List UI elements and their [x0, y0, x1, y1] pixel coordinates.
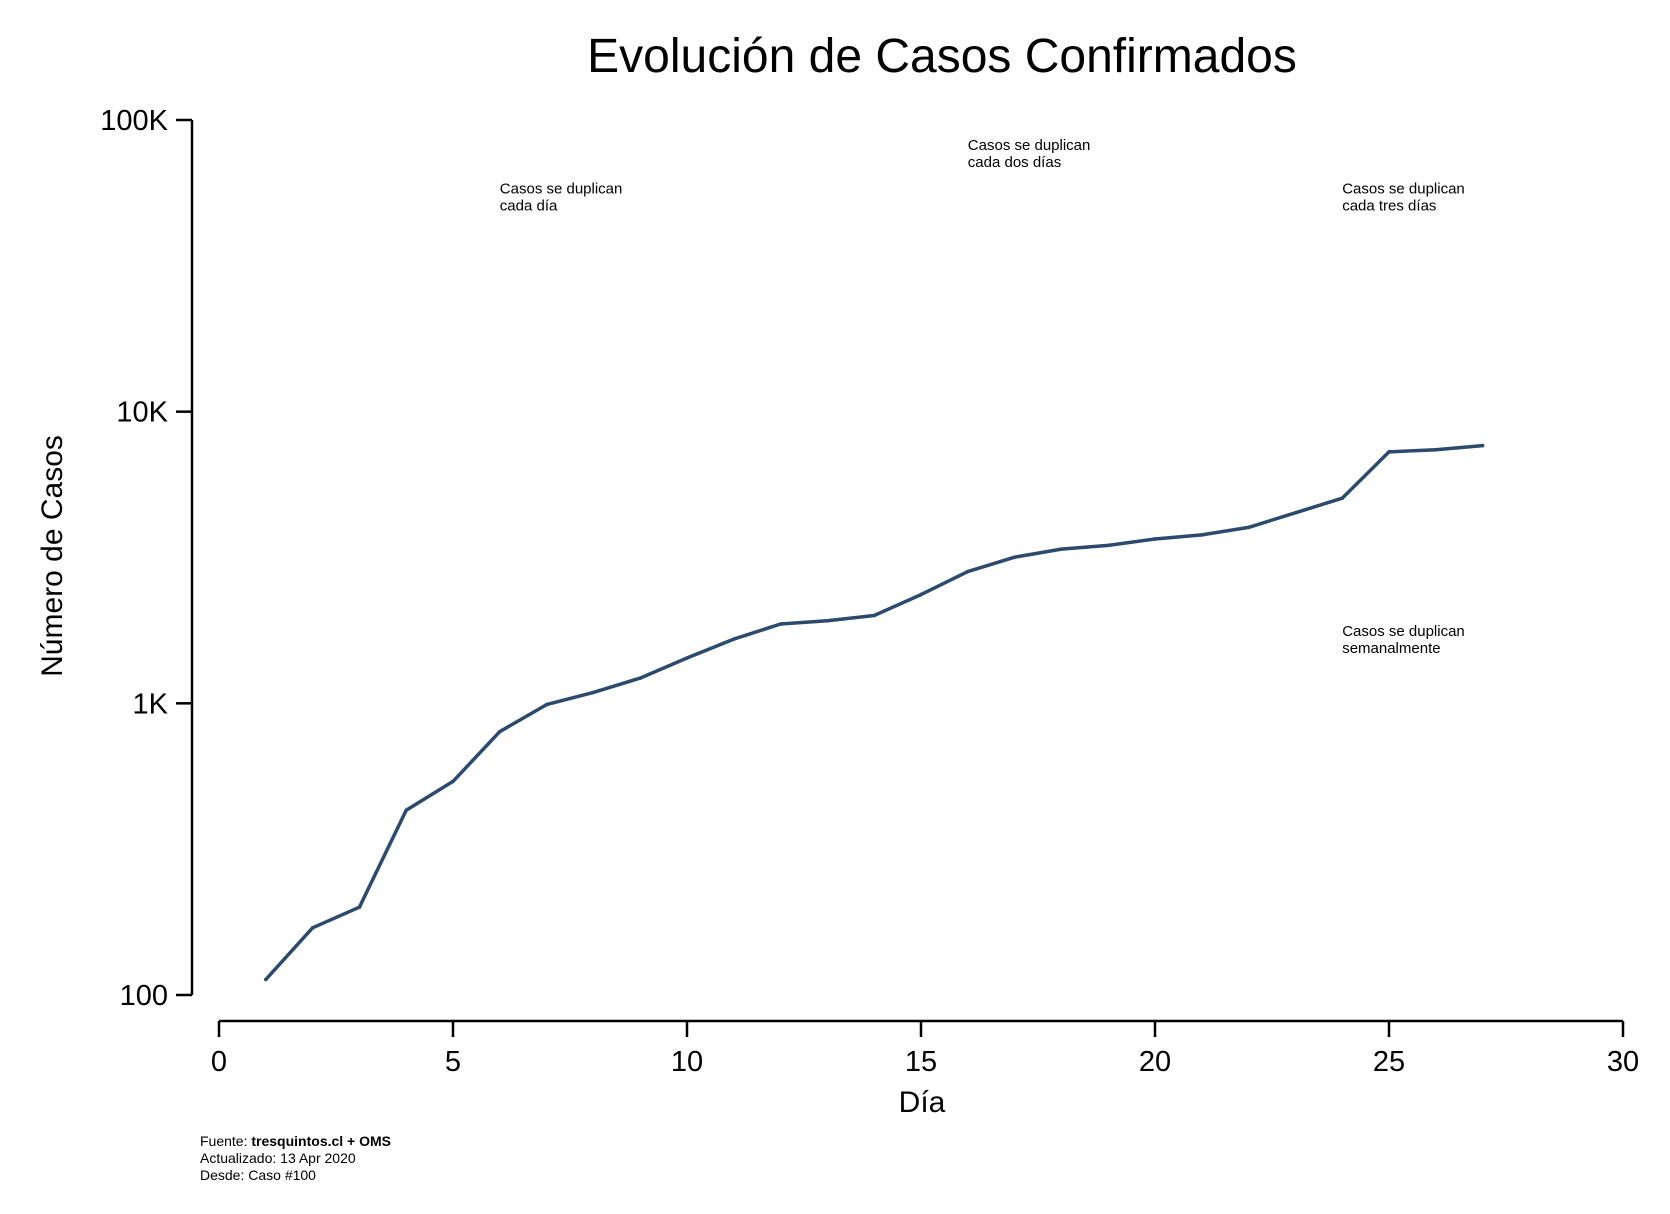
- annotation-line: cada día: [500, 197, 558, 214]
- data-point: [825, 618, 830, 623]
- annotation-line: cada tres días: [1342, 197, 1436, 214]
- annotation-line: semanalmente: [1342, 640, 1440, 657]
- data-point: [966, 569, 970, 574]
- x-tick-label: 10: [671, 1046, 703, 1078]
- data-point: [1293, 511, 1298, 515]
- data-point: [498, 729, 502, 734]
- data-point: [310, 925, 315, 930]
- data-point: [1106, 543, 1110, 548]
- annotation-line: Casos se duplican: [1342, 180, 1465, 197]
- x-tick-label: 0: [211, 1046, 227, 1078]
- x-tick-label: 5: [445, 1046, 461, 1078]
- footer-source: Fuente: tresquintos.cl + OMS: [200, 1133, 391, 1150]
- data-point: [1059, 547, 1064, 551]
- y-tick-label: 100: [120, 980, 168, 1012]
- data-point: [732, 637, 736, 641]
- data-point: [1200, 533, 1204, 537]
- annotation-line: Casos se duplican: [968, 137, 1091, 154]
- data-point: [1434, 448, 1438, 452]
- y-axis-title: Número de Casos: [36, 435, 69, 677]
- data-point: [1480, 443, 1485, 448]
- annotation-line: Casos se duplican: [500, 180, 623, 197]
- data-point: [451, 779, 455, 784]
- data-point: [685, 656, 689, 660]
- data-point: [544, 702, 549, 707]
- annotation: Casos se duplican cada tres días: [1342, 180, 1465, 214]
- x-axis: 0 5 10 15 20 25 30: [211, 1019, 1639, 1078]
- x-tick-label: 30: [1607, 1046, 1639, 1078]
- data-point: [1246, 525, 1251, 530]
- footer-updated: Actualizado: 13 Apr 2020: [200, 1150, 356, 1166]
- annotation-line: Casos se duplican: [1342, 623, 1465, 640]
- series-layer: [264, 443, 1485, 982]
- footer: Fuente: tresquintos.cl + OMS Actualizado…: [200, 1133, 391, 1184]
- data-point: [404, 808, 409, 813]
- data-point: [357, 905, 362, 909]
- annotation-line: cada dos días: [968, 154, 1061, 171]
- data-point: [638, 676, 642, 680]
- y-tick-label: 10K: [116, 397, 168, 429]
- annotation: Casos se duplican semanalmente: [1342, 623, 1465, 657]
- x-tick-label: 20: [1139, 1046, 1171, 1078]
- x-axis-title: Día: [899, 1086, 946, 1119]
- data-point: [1012, 555, 1017, 559]
- data-point: [264, 977, 268, 982]
- data-point: [1153, 537, 1157, 541]
- data-point: [591, 690, 596, 695]
- x-tick-label: 25: [1373, 1046, 1405, 1078]
- data-point: [778, 622, 783, 626]
- footer-source-bold: tresquintos.cl + OMS: [251, 1133, 392, 1149]
- x-tick-label: 15: [905, 1046, 937, 1078]
- annotation: Casos se duplican cada dos días: [968, 137, 1091, 171]
- data-point: [1387, 450, 1391, 454]
- data-point: [1340, 496, 1344, 501]
- footer-since: Desde: Caso #100: [200, 1167, 316, 1183]
- chart-title: Evolución de Casos Confirmados: [587, 30, 1297, 83]
- series-line: [264, 443, 1483, 981]
- y-tick-label: 1K: [133, 688, 169, 720]
- annotation: Casos se duplican cada día: [500, 180, 623, 214]
- data-point: [919, 592, 923, 597]
- data-point: [872, 613, 876, 618]
- y-axis: 100 1K 10K 100K: [100, 105, 194, 1012]
- footer-source-prefix: Fuente:: [200, 1133, 252, 1149]
- y-tick-label: 100K: [100, 105, 168, 137]
